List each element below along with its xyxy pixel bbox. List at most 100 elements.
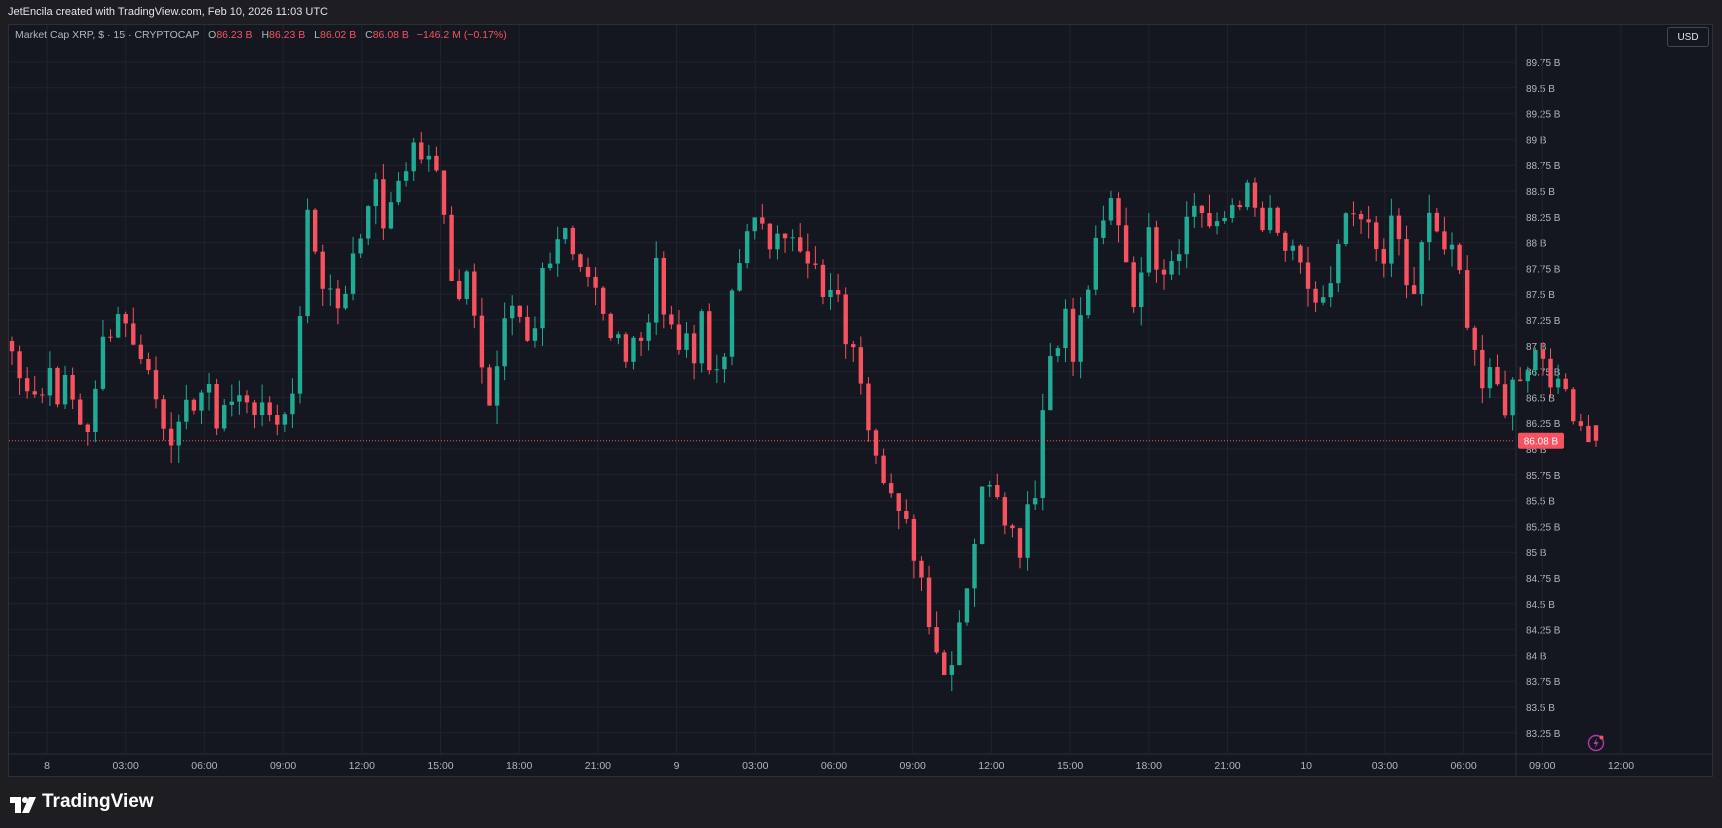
candle-body [964,588,970,623]
y-tick-label: 83.5 B [1526,703,1555,714]
candle-body [47,367,53,396]
candle-body [1472,327,1477,350]
y-tick-label: 88.25 B [1526,213,1561,224]
candle-body [1305,262,1311,289]
candle-body [669,314,674,325]
candle-body [987,484,992,487]
candle-body [381,179,386,229]
candle-body [1396,215,1402,240]
x-tick-label: 03:00 [113,760,139,772]
x-tick-label: 09:00 [270,760,296,772]
candle-body [949,665,954,675]
candle-body [1563,378,1568,390]
candle-body [1283,232,1288,251]
currency-button[interactable]: USD [1667,27,1709,47]
lightning-icon[interactable] [1587,734,1605,752]
candle-body [1192,205,1197,217]
candle-body [760,217,765,224]
candle-body [108,336,113,338]
candle-body [798,237,803,252]
candle-body [623,334,629,362]
candle-body [1343,213,1349,245]
x-tick-label: 03:00 [742,760,768,772]
candle-body [737,263,742,291]
candle-body [1464,270,1470,328]
candle-body [1434,212,1440,232]
candle-body [70,374,75,400]
candle-body [896,493,901,512]
candle-body [214,384,219,429]
candle-body [403,171,409,181]
candle-body [1411,285,1417,295]
y-tick-label: 85 B [1526,548,1547,559]
candle-body [153,370,159,400]
candle-body [638,337,644,341]
legend-close-label: C [365,29,373,41]
candle-body [1419,242,1424,295]
candle-body [752,217,757,232]
candle-body [1078,315,1083,362]
candle-body [252,402,257,416]
candle-body [282,414,288,425]
candle-body [919,560,924,578]
candle-body [729,290,735,357]
candle-body [1146,227,1152,273]
x-tick-label: 09:00 [900,760,926,772]
candle-body [85,424,90,432]
candle-body [942,652,947,675]
candle-body [115,314,121,338]
candle-body [1032,498,1038,505]
candle-body [858,347,864,384]
candle-body [62,374,68,405]
candle-body [161,399,166,429]
candle-body [1480,349,1485,389]
candle-body [1336,244,1341,284]
candle-body [176,421,181,446]
candle-body [1154,227,1159,270]
x-tick-label: 21:00 [1214,760,1240,772]
candle-body [1207,213,1212,227]
candle-body [828,289,833,298]
candle-body [1548,358,1553,388]
candle-body [1525,370,1530,382]
y-tick-label: 87 B [1526,342,1547,353]
candle-body [1593,425,1599,441]
candle-body [616,334,621,339]
candle-body [487,367,492,406]
candle-body [9,340,15,352]
y-tick-label: 88.75 B [1526,161,1561,172]
candle-body [972,544,977,589]
y-tick-label: 85.5 B [1526,497,1555,508]
candle-body [1123,225,1129,263]
legend-low-value: 86.02 B [320,29,357,41]
candle-body [911,518,917,561]
candle-body [1404,239,1409,286]
candle-body [540,267,545,329]
x-tick-label: 18:00 [1136,760,1162,772]
last-price-badge [1518,432,1564,449]
x-tick-label: 09:00 [1529,760,1555,772]
candle-body [259,402,265,416]
candle-body [1313,288,1318,303]
candle-body [1101,220,1106,238]
candle-body [1169,261,1174,275]
y-tick-label: 85.75 B [1526,471,1561,482]
candle-body [373,179,378,207]
candle-body [684,333,689,350]
candle-body [168,428,174,446]
candle-body [570,227,576,255]
candle-body [1230,205,1235,218]
legend-close-value: 86.08 B [372,29,409,41]
candle-body [1176,254,1182,262]
candle-body [593,276,598,288]
candle-body [1116,198,1121,226]
x-tick-label: 12:00 [349,760,375,772]
candle-body [1048,356,1053,411]
legend-high-label: H [261,29,270,41]
candle-body [434,155,439,171]
candle-body [1025,504,1030,558]
candle-body [456,280,462,300]
candle-body [1449,244,1455,250]
candle-body [297,316,303,394]
